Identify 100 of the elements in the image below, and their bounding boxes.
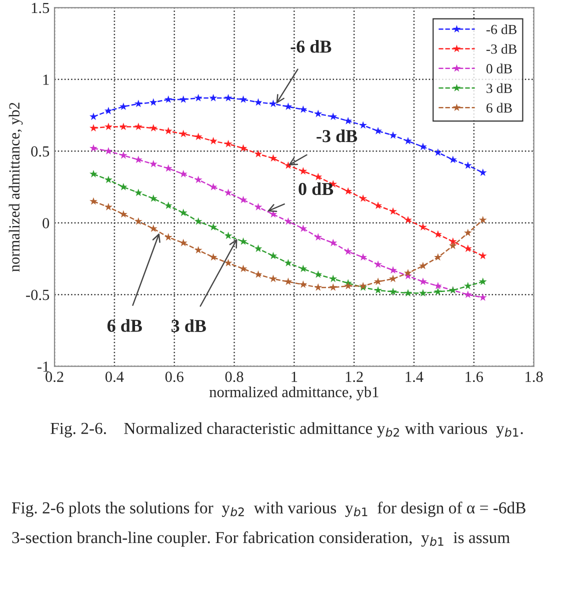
annotation: 3 dB: [172, 319, 206, 332]
point: [134, 122, 142, 130]
point: [404, 216, 412, 224]
point: [254, 270, 262, 278]
point: [344, 187, 352, 195]
x-tick-label: 0.4: [105, 372, 124, 382]
point: [209, 182, 218, 190]
caption: Fig. 2-6 plots the solutions for y$_{b2}$ with various y$_{b1}$ for design of α = -6dB 3-section branch-line coupler. For fabrication consideration, y$_{b1}$ is assum: [12, 502, 526, 547]
point: [434, 282, 442, 290]
point: [464, 244, 472, 252]
point: [269, 100, 278, 108]
point: [269, 274, 278, 282]
point: [90, 144, 98, 152]
y-tick-label: -0.5: [26, 290, 50, 300]
point: [359, 253, 368, 261]
y-tick-label: 1.5: [32, 2, 50, 14]
point: [194, 246, 202, 254]
point: [239, 264, 248, 272]
point: [374, 201, 382, 210]
point: [374, 286, 382, 294]
point: [284, 258, 292, 266]
point: [389, 288, 397, 296]
point: [239, 95, 248, 103]
point: [149, 124, 158, 132]
point: [478, 278, 487, 286]
point: [329, 283, 338, 291]
point: [478, 252, 487, 260]
x-axis-title: normalized admittance, yb1: [209, 386, 378, 400]
point: [90, 112, 98, 120]
point: [104, 106, 112, 114]
x-tick-label: 1.4: [406, 372, 424, 382]
point: [179, 130, 188, 138]
point: [359, 194, 368, 202]
point: [134, 217, 142, 225]
point: [434, 230, 442, 238]
point: [194, 217, 202, 225]
legend-label: 0 dB: [486, 64, 512, 74]
point: [374, 278, 382, 286]
point: [119, 182, 128, 190]
point: [478, 293, 487, 301]
point: [104, 122, 112, 130]
point: [119, 122, 128, 130]
point: [104, 176, 112, 184]
point: [404, 289, 412, 297]
point: [299, 167, 308, 175]
point: [389, 207, 397, 215]
x-tick-label: 1.8: [526, 372, 543, 382]
point: [299, 224, 308, 232]
point: [254, 98, 262, 106]
point: [119, 210, 128, 218]
point: [209, 94, 218, 102]
point: [284, 102, 292, 110]
point: [269, 252, 278, 260]
point: [164, 95, 172, 103]
point: [254, 244, 262, 252]
point: [464, 282, 472, 290]
point: [299, 105, 308, 113]
point: [344, 116, 352, 124]
point: [434, 253, 442, 261]
caption: Fig. 2-6. Normalized characteristic admittance y$_{b2}$ with various y$_{b1}$.: [50, 422, 523, 438]
point: [374, 260, 382, 268]
y-tick-label: 1: [43, 74, 49, 85]
point: [434, 148, 442, 156]
point: [269, 210, 278, 218]
point: [404, 268, 412, 276]
point: [344, 247, 352, 255]
point: [344, 282, 352, 290]
point: [149, 160, 158, 168]
legend-label: 3 dB: [486, 83, 512, 94]
point: [404, 136, 412, 144]
point: [299, 280, 308, 288]
point: [179, 95, 188, 103]
point: [419, 142, 427, 150]
point: [314, 110, 322, 118]
point: [179, 208, 188, 216]
point: [239, 237, 248, 245]
point: [389, 131, 397, 139]
point: [419, 289, 427, 297]
point: [179, 170, 188, 178]
point: [194, 94, 202, 102]
point: [314, 270, 322, 278]
point: [359, 121, 368, 129]
x-tick-label: 1.6: [466, 372, 483, 382]
point: [389, 274, 397, 282]
point: [149, 194, 158, 202]
annotation: 0 dB: [298, 182, 334, 196]
point: [209, 223, 218, 231]
point: [374, 126, 382, 134]
annotation: 6 dB: [107, 319, 142, 332]
point: [224, 258, 232, 266]
point: [134, 100, 142, 108]
point: [254, 202, 262, 210]
legend-label: -6 dB: [486, 24, 516, 34]
point: [194, 176, 202, 184]
point: [149, 98, 158, 106]
point: [434, 288, 442, 296]
point: [194, 132, 202, 140]
x-tick-label: 1: [292, 372, 298, 382]
y-axis-title: normalized admittance, yb2: [8, 102, 23, 272]
x-tick-label: 1.2: [346, 372, 363, 382]
